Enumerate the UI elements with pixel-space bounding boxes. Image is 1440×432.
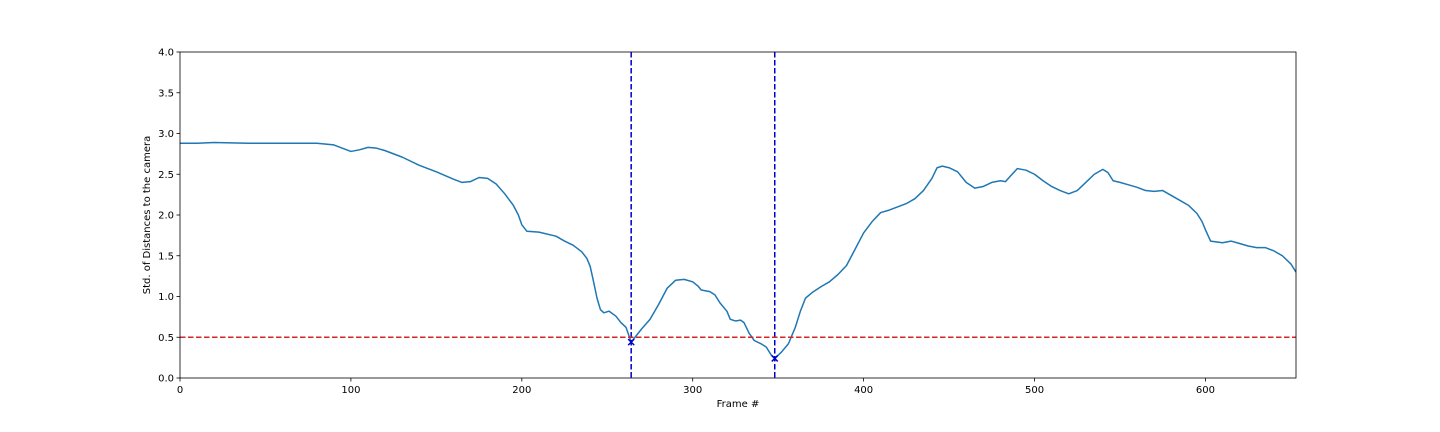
x-tick-label: 400 xyxy=(854,385,873,396)
axes: 0 100 200 300 400 500 600 0.0 0.5 1.0 1.5 2.0 2.5 3.0… xyxy=(158,48,1297,396)
x-tick-label: 100 xyxy=(341,385,360,396)
x-tick-label: 300 xyxy=(683,385,702,396)
y-tick-label: 0.0 xyxy=(158,374,174,385)
y-tick-label: 0.5 xyxy=(158,333,174,344)
y-tick-label: 4.0 xyxy=(158,48,174,59)
x-axis-label: Frame # xyxy=(717,399,760,410)
x-tick-label: 0 xyxy=(177,385,183,396)
y-tick-label: 3.5 xyxy=(158,88,174,99)
marker-0 xyxy=(627,338,635,346)
y-tick-label: 2.0 xyxy=(158,211,174,222)
marker-1 xyxy=(771,354,779,362)
plot-area xyxy=(180,52,1296,378)
x-tick-label: 600 xyxy=(1196,385,1215,396)
y-tick-label: 3.0 xyxy=(158,129,174,140)
y-tick-label: 1.5 xyxy=(158,251,174,262)
x-tick-label: 500 xyxy=(1025,385,1044,396)
y-tick-label: 1.0 xyxy=(158,292,174,303)
y-axis-label: Std. of Distances to the camera xyxy=(142,136,153,294)
plot-frame xyxy=(179,51,1297,379)
series-line-0 xyxy=(180,141,1296,360)
x-tick-label: 200 xyxy=(512,385,531,396)
y-tick-label: 2.5 xyxy=(158,170,174,181)
